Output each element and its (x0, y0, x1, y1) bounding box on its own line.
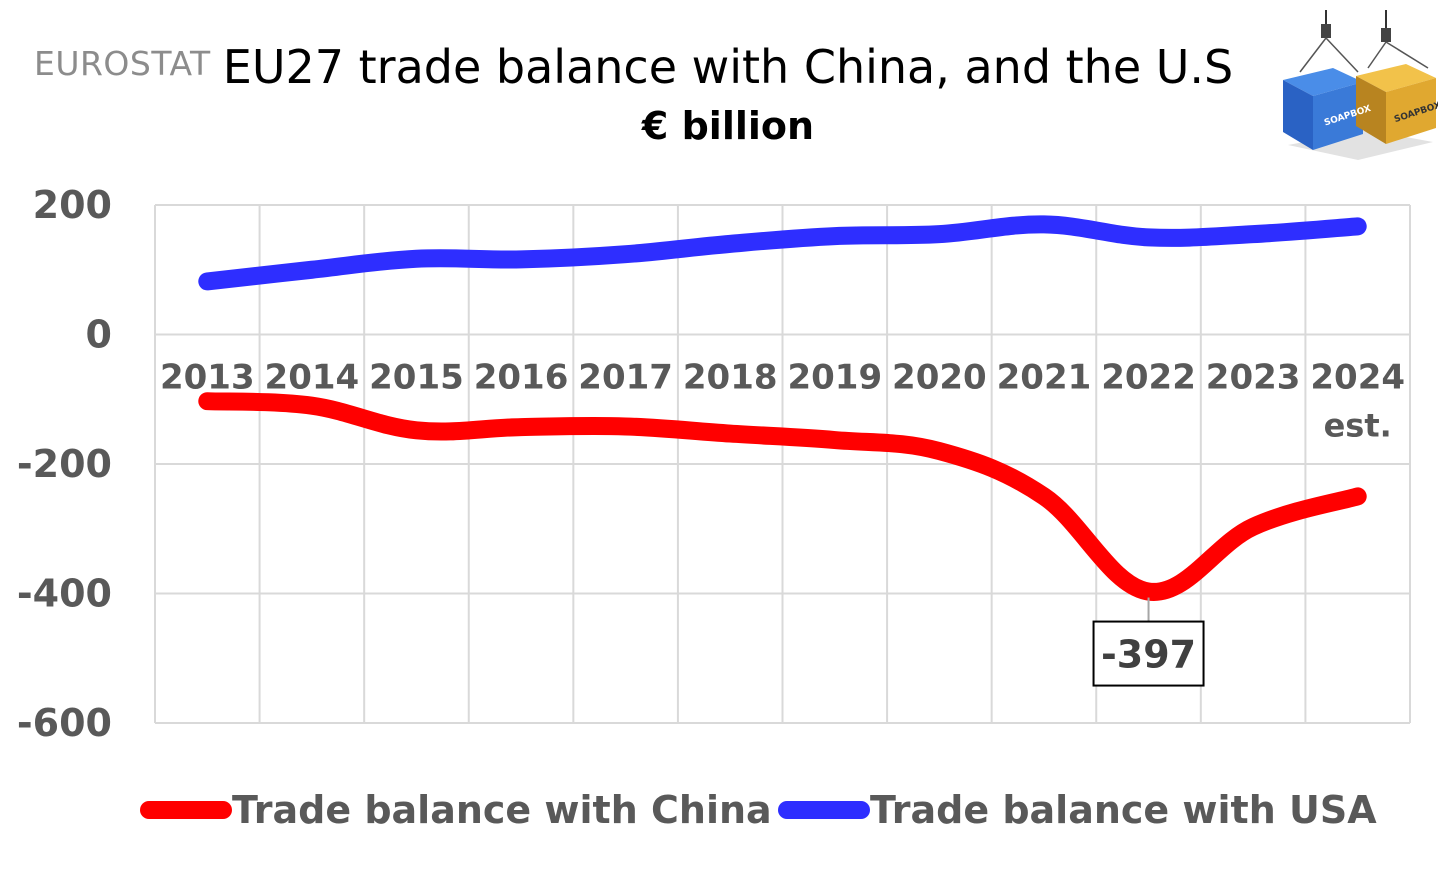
source-label: EUROSTAT (34, 44, 211, 83)
x-tick-label: 2024 (1310, 358, 1405, 398)
y-tick-label: -200 (17, 442, 112, 486)
x-tick-label: 2014 (265, 358, 360, 398)
x-tick-label: 2022 (1101, 358, 1196, 398)
legend-label-china: Trade balance with China (232, 788, 772, 832)
y-tick-label: 200 (33, 183, 112, 227)
legend-item-china: Trade balance with China (140, 782, 772, 838)
x-tick-sublabel: est. (1324, 407, 1392, 445)
legend-swatch-china (140, 801, 232, 819)
x-tick-label: 2020 (892, 358, 987, 398)
x-tick-label: 2021 (997, 358, 1092, 398)
legend-label-usa: Trade balance with USA (870, 788, 1377, 832)
chart-title: EU27 trade balance with China, and the U… (222, 40, 1234, 94)
x-tick-label: 2023 (1206, 358, 1301, 398)
annotation-box (1092, 620, 1205, 687)
y-tick-label: -400 (17, 572, 112, 616)
x-tick-label: 2015 (369, 358, 464, 398)
legend-item-usa: Trade balance with USA (778, 782, 1377, 838)
x-tick-label: 2013 (160, 358, 255, 398)
x-tick-label: 2018 (683, 358, 778, 398)
soapbox-logo-icon: SOAPBOX SOAPBOX (1283, 10, 1438, 160)
x-tick-label: 2019 (787, 358, 882, 398)
series-line-china (198, 392, 1367, 601)
chart-subtitle: € billion (641, 104, 815, 148)
legend-swatch-usa (778, 801, 870, 819)
x-tick-label: 2016 (474, 358, 569, 398)
series-line-usa (198, 215, 1367, 291)
y-tick-label: -600 (17, 701, 112, 745)
annotation-label: -397 (1101, 633, 1196, 677)
y-tick-label: 0 (86, 313, 112, 357)
x-tick-label: 2017 (578, 358, 673, 398)
